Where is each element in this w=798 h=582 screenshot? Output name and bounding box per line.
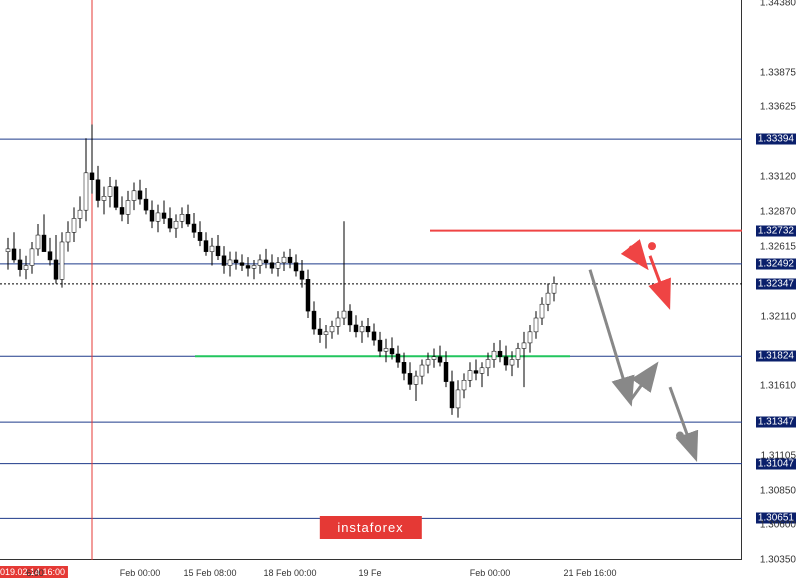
y-tick-label: 1.34380	[760, 0, 796, 8]
x-tick-label: 6:00	[26, 568, 44, 578]
y-tick-label: 1.33625	[760, 102, 796, 113]
x-tick-label: 19 Fe	[358, 568, 381, 578]
x-tick-label: 15 Feb 08:00	[183, 568, 236, 578]
y-tick-label: 1.33120	[760, 171, 796, 182]
x-tick-label: Feb 00:00	[120, 568, 161, 578]
y-tick-label: 1.33875	[760, 67, 796, 78]
y-tick-label: 1.30600	[760, 520, 796, 531]
y-tick-label: 1.33394	[756, 134, 796, 145]
y-tick-label: 1.32347	[756, 278, 796, 289]
y-tick-label: 1.31610	[760, 380, 796, 391]
watermark: instaforex	[319, 516, 421, 539]
y-tick-label: 1.32615	[760, 241, 796, 252]
chart-container: instaforex 1.343801.338751.336251.333941…	[0, 0, 798, 582]
y-tick-label: 1.30850	[760, 485, 796, 496]
y-tick-label: 1.32870	[760, 206, 796, 217]
y-tick-label: 1.31347	[756, 417, 796, 428]
y-tick-label: 1.30350	[760, 555, 796, 566]
y-tick-label: 1.32492	[756, 258, 796, 269]
x-tick-label: 18 Feb 00:00	[263, 568, 316, 578]
x-tick-label: Feb 00:00	[470, 568, 511, 578]
y-tick-label: 1.32732	[756, 225, 796, 236]
x-axis: 2019.02.14 16:006:00Feb 00:0015 Feb 08:0…	[0, 560, 742, 582]
y-axis: 1.34380 1.33875 1.33625 1.33394 1.33120 1.328…	[742, 0, 798, 560]
x-tick-label: 21 Feb 16:00	[563, 568, 616, 578]
y-tick-label: 1.32110	[761, 311, 796, 322]
y-tick-label: 1.31047	[756, 458, 796, 469]
plot-area[interactable]: instaforex	[0, 0, 742, 560]
y-tick-label: 1.31824	[756, 351, 796, 362]
chart-svg	[0, 0, 742, 560]
